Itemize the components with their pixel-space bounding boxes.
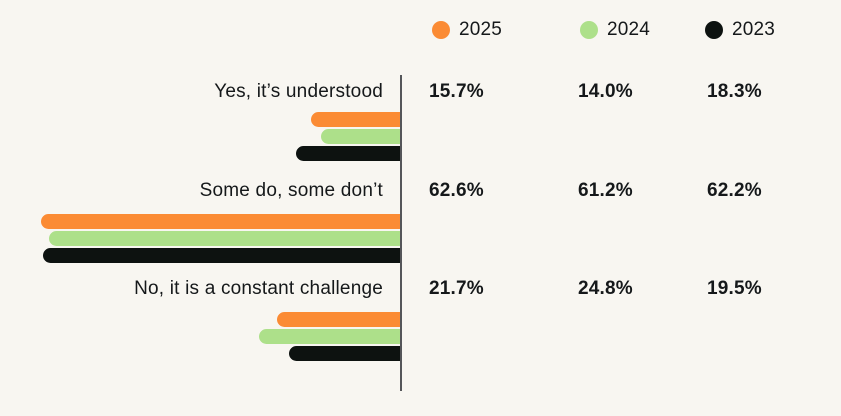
value-label-2023: 62.2% [707,180,762,201]
category-label: Yes, it’s understood [214,81,383,102]
value-label-2024: 61.2% [578,180,633,201]
legend-item-2024: 2024 [580,19,651,40]
bar-2025 [311,112,402,127]
legend-label: 2025 [459,19,503,40]
legend-dot-icon [432,21,450,39]
axis-line [400,75,402,391]
legend-dot-icon [580,21,598,39]
bar-2025 [277,312,402,327]
category-label: Some do, some don’t [199,180,383,201]
bar-2024 [321,129,402,144]
bar-2023 [43,248,402,263]
value-label-2023: 19.5% [707,278,762,299]
bar-2023 [296,146,402,161]
value-label-2024: 24.8% [578,278,633,299]
bar-2024 [49,231,402,246]
value-label-2024: 14.0% [578,81,633,102]
legend-label: 2024 [607,19,651,40]
legend-dot-icon [705,21,723,39]
bar-2024 [259,329,402,344]
legend-item-2025: 2025 [432,19,503,40]
category-label: No, it is a constant challenge [134,278,383,299]
value-label-2023: 18.3% [707,81,762,102]
legend-item-2023: 2023 [705,19,776,40]
bar-2023 [289,346,402,361]
value-label-2025: 62.6% [429,180,484,201]
value-label-2025: 15.7% [429,81,484,102]
bar-2025 [41,214,402,229]
legend-label: 2023 [732,19,776,40]
value-label-2025: 21.7% [429,278,484,299]
